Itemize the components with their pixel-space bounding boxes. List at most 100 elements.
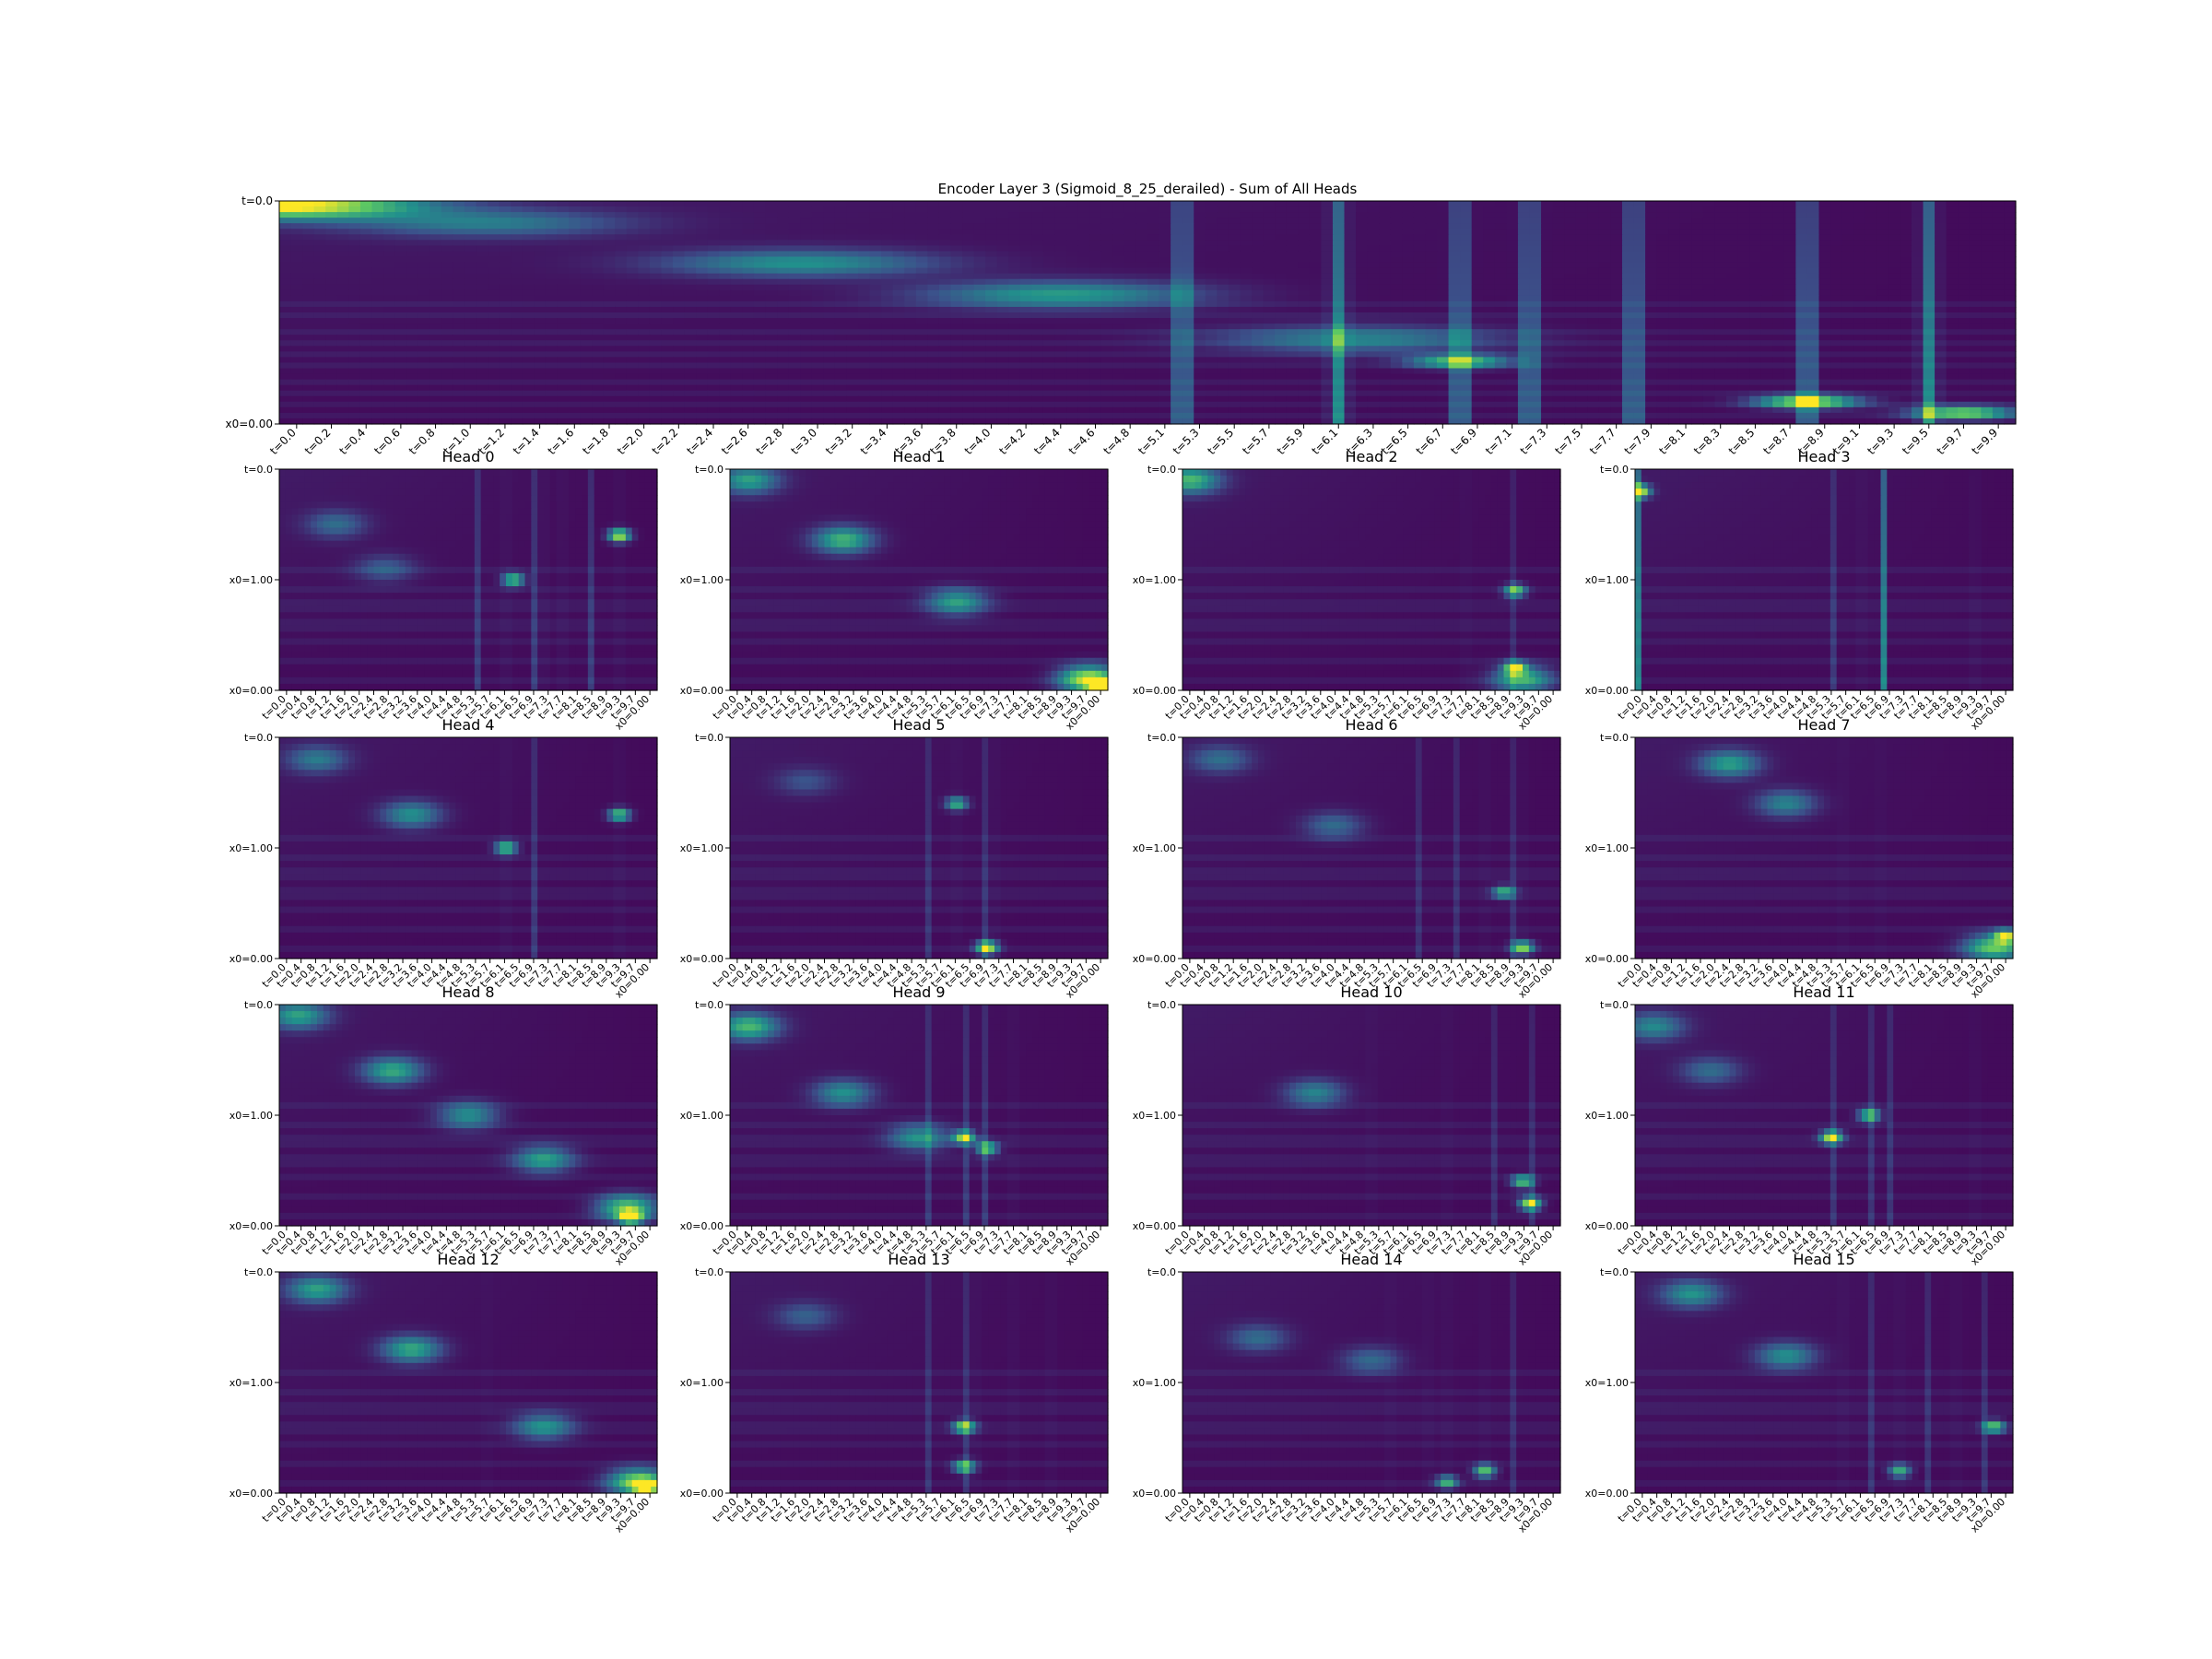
heatmap-cell — [1368, 223, 1380, 229]
heatmap-cell — [477, 212, 488, 218]
heatmap-cell — [360, 234, 372, 241]
heatmap-cell — [1541, 229, 1553, 235]
heatmap-cell — [1171, 218, 1182, 224]
heatmap-cell — [1483, 229, 1495, 235]
heatmap-cell — [1135, 218, 1147, 224]
heatmap-cell — [1043, 206, 1055, 213]
heatmap-cell — [546, 218, 558, 224]
heatmap-cell — [650, 223, 662, 229]
heatmap-cell — [1287, 223, 1299, 229]
heatmap-cell — [1264, 201, 1276, 207]
heatmap-cell — [1147, 212, 1159, 218]
heatmap-cell — [1240, 206, 1252, 213]
heatmap-cell — [696, 234, 708, 241]
heatmap-cell — [511, 212, 523, 218]
heatmap-cell — [685, 229, 697, 235]
heatmap-cell — [1564, 212, 1576, 218]
heatmap-cell — [1252, 218, 1264, 224]
heatmap-cell — [1414, 234, 1426, 241]
heatmap-cell — [719, 234, 731, 241]
heatmap-cell — [1668, 218, 1680, 224]
heatmap-cell — [1055, 206, 1067, 213]
heatmap-cell — [1657, 206, 1669, 213]
heatmap-cell — [465, 218, 477, 224]
heatmap-cell — [1506, 212, 1518, 218]
heatmap-cell — [371, 212, 383, 218]
heatmap-cell — [1066, 201, 1078, 207]
heatmap-cell — [1981, 206, 1993, 213]
heatmap-cell — [1958, 206, 1970, 213]
heatmap-cell — [1993, 229, 2005, 235]
heatmap-cell — [1159, 218, 1171, 224]
heatmap-cell — [511, 223, 523, 229]
heatmap-cell — [673, 212, 685, 218]
heatmap-cell — [800, 201, 812, 207]
heatmap-cell — [927, 206, 939, 213]
heatmap-cell — [685, 201, 697, 207]
heatmap-cell — [1275, 201, 1287, 207]
heatmap-cell — [1587, 223, 1599, 229]
heatmap-cell — [348, 218, 360, 224]
heatmap-cell — [1298, 212, 1310, 218]
heatmap-cell — [627, 229, 639, 235]
heatmap-cell — [1761, 234, 1773, 241]
heatmap-cell — [1610, 223, 1622, 229]
heatmap-cell — [1599, 223, 1611, 229]
heatmap-cell — [465, 206, 477, 213]
heatmap-cell — [534, 201, 546, 207]
heatmap-cell — [1529, 212, 1541, 218]
heatmap-cell — [1818, 212, 1830, 218]
heatmap-cell — [1553, 229, 1565, 235]
heatmap-cell — [881, 218, 893, 224]
heatmap-cell — [974, 223, 986, 229]
heatmap-cell — [1564, 218, 1576, 224]
heatmap-cell — [893, 206, 905, 213]
heatmap-cell — [1576, 201, 1588, 207]
heatmap-cell — [1101, 218, 1113, 224]
heatmap-cell — [581, 234, 593, 241]
heatmap-cell — [1194, 223, 1206, 229]
heatmap-cell — [1657, 218, 1669, 224]
heatmap-cell — [546, 234, 558, 241]
heatmap-cell — [1853, 218, 1865, 224]
heatmap-cell — [291, 218, 303, 224]
heatmap-cell — [406, 218, 418, 224]
heatmap-cell — [1877, 201, 1888, 207]
heatmap-cell — [997, 234, 1009, 241]
heatmap-cell — [1622, 229, 1634, 235]
heatmap-cell — [1043, 212, 1055, 218]
heatmap-cell — [337, 212, 349, 218]
heatmap-cell — [441, 229, 453, 235]
heatmap-cell — [1217, 212, 1229, 218]
heatmap-cell — [685, 234, 697, 241]
heatmap-cell — [1830, 229, 1842, 235]
heatmap-cell — [1935, 223, 1947, 229]
heatmap-cell — [812, 201, 824, 207]
heatmap-cell — [441, 234, 453, 241]
heatmap-cell — [916, 212, 928, 218]
heatmap-cell — [927, 212, 939, 218]
heatmap-cell — [823, 212, 835, 218]
heatmap-cell — [1171, 223, 1182, 229]
heatmap-cell — [1135, 234, 1147, 241]
heatmap-cell — [360, 201, 372, 207]
heatmap-cell — [904, 223, 916, 229]
heatmap-cell — [371, 206, 383, 213]
heatmap-cell — [1066, 218, 1078, 224]
heatmap-cell — [858, 229, 870, 235]
heatmap-cell — [1356, 229, 1368, 235]
heatmap-cell — [1518, 223, 1530, 229]
heatmap-cell — [500, 212, 512, 218]
heatmap-cell — [650, 218, 662, 224]
heatmap-cell — [395, 218, 407, 224]
heatmap-cell — [742, 201, 754, 207]
heatmap-cell — [1853, 206, 1865, 213]
heatmap-cell — [291, 229, 303, 235]
heatmap-cell — [1622, 206, 1634, 213]
heatmap-cell — [927, 229, 939, 235]
heatmap-cell — [1726, 229, 1738, 235]
heatmap-cell — [1830, 206, 1842, 213]
heatmap-cell — [1391, 223, 1403, 229]
heatmap-cell — [1043, 218, 1055, 224]
heatmap-cell — [1842, 223, 1854, 229]
